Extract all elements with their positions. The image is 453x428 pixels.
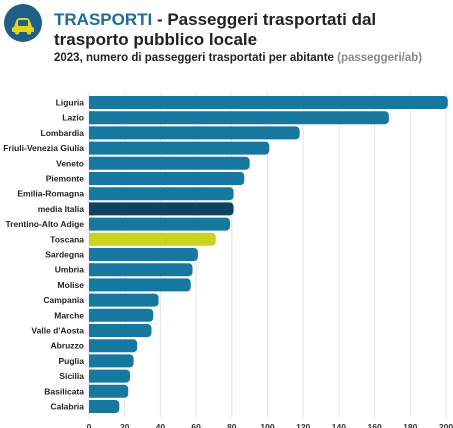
bars bbox=[89, 96, 448, 413]
bar bbox=[89, 217, 231, 231]
bar bbox=[89, 141, 270, 155]
bar-base bbox=[89, 202, 94, 216]
bar bbox=[89, 293, 159, 307]
category-label: Abruzzo bbox=[50, 341, 84, 351]
bar bbox=[89, 232, 216, 246]
category-label: Friuli-Venezia Giulia bbox=[3, 143, 84, 153]
page-title: TRASPORTI - Passeggeri trasportati dal t… bbox=[54, 10, 446, 50]
category-label: Lombardia bbox=[41, 128, 85, 138]
x-tick-label: 80 bbox=[227, 422, 237, 428]
category-label: TRASPORTI bbox=[54, 10, 153, 29]
bar bbox=[89, 278, 191, 292]
category-label: Sardegna bbox=[45, 250, 84, 260]
bar-base bbox=[89, 96, 94, 109]
bar bbox=[89, 263, 193, 277]
bar bbox=[89, 202, 234, 216]
bar-base bbox=[89, 156, 94, 170]
bar-base bbox=[89, 111, 94, 125]
bar-base bbox=[89, 126, 94, 140]
bar-base bbox=[89, 308, 94, 322]
bar-chart: Liguria Lazio Lombardia Friuli-Venezia Giul… bbox=[3, 92, 453, 428]
x-tick-label: 140 bbox=[332, 422, 346, 428]
category-label: Umbria bbox=[55, 265, 85, 275]
bar-base bbox=[89, 232, 94, 246]
x-tick-label: 120 bbox=[296, 422, 310, 428]
bar-base bbox=[89, 141, 94, 155]
bar-base bbox=[89, 339, 94, 353]
bar bbox=[89, 187, 234, 201]
category-label: Piemonte bbox=[46, 174, 85, 184]
bar-base bbox=[89, 263, 94, 277]
bar-base bbox=[89, 369, 94, 383]
category-label: Lazio bbox=[62, 113, 84, 123]
x-tick-label: 40 bbox=[156, 422, 166, 428]
bar bbox=[89, 324, 152, 337]
category-label: Basilicata bbox=[44, 386, 84, 396]
logo-badge bbox=[4, 4, 42, 42]
title-text: Passeggeri trasportati dal trasporto pub… bbox=[54, 10, 377, 49]
bar bbox=[89, 339, 138, 353]
bar bbox=[89, 369, 131, 383]
category-label: Molise bbox=[58, 280, 85, 290]
bar bbox=[89, 172, 245, 185]
bar-base bbox=[89, 400, 94, 413]
category-label: Trentino-Alto Adige bbox=[5, 219, 84, 229]
x-tick-label: 0 bbox=[87, 422, 92, 428]
chart-subtitle: 2023, numero di passeggeri trasportati p… bbox=[54, 52, 446, 64]
bar bbox=[89, 384, 129, 398]
bar-base bbox=[89, 172, 94, 185]
bar-base bbox=[89, 248, 94, 261]
category-label: Liguria bbox=[56, 98, 85, 108]
bar bbox=[89, 400, 120, 413]
category-label: Puglia bbox=[58, 356, 84, 366]
bar bbox=[89, 248, 198, 261]
category-label: Veneto bbox=[56, 158, 84, 168]
bar-base bbox=[89, 217, 94, 231]
car-icon bbox=[12, 18, 34, 35]
bar-base bbox=[89, 354, 94, 368]
x-tick-label: 180 bbox=[403, 422, 417, 428]
x-tick-label: 100 bbox=[260, 422, 274, 428]
x-tick-label: 60 bbox=[191, 422, 201, 428]
bar bbox=[89, 156, 250, 170]
bar bbox=[89, 96, 448, 109]
x-tick-label: 160 bbox=[368, 422, 382, 428]
bar bbox=[89, 308, 154, 322]
bar-base bbox=[89, 293, 94, 307]
x-axis: 0 20 40 60 80 100 120 140 160 180 200 bbox=[87, 422, 453, 428]
subtitle-text: 2023, numero di passeggeri trasportati p… bbox=[54, 52, 334, 64]
bar-base bbox=[89, 384, 94, 398]
category-labels: Liguria Lazio Lombardia Friuli-Venezia Giul… bbox=[3, 98, 84, 412]
unit-label: (passeggeri/ab) bbox=[337, 52, 423, 64]
bar bbox=[89, 111, 389, 125]
category-label: Sicilia bbox=[59, 371, 84, 381]
x-tick-label: 200 bbox=[439, 422, 453, 428]
category-label: Calabria bbox=[50, 402, 84, 412]
bar bbox=[89, 126, 300, 140]
bar-base bbox=[89, 324, 94, 337]
x-tick-label: 20 bbox=[120, 422, 130, 428]
bar-base bbox=[89, 187, 94, 201]
category-label: Emilia-Romagna bbox=[17, 189, 84, 199]
header: TRASPORTI - Passeggeri trasportati dal t… bbox=[0, 0, 453, 86]
category-label: Valle d'Aosta bbox=[31, 326, 84, 336]
category-label: Campania bbox=[43, 295, 84, 305]
bar bbox=[89, 354, 134, 368]
category-label: media Italia bbox=[38, 204, 85, 214]
category-label: Marche bbox=[54, 310, 84, 320]
bar-base bbox=[89, 278, 94, 292]
category-label: Toscana bbox=[50, 234, 84, 244]
title-separator: - bbox=[152, 10, 168, 29]
